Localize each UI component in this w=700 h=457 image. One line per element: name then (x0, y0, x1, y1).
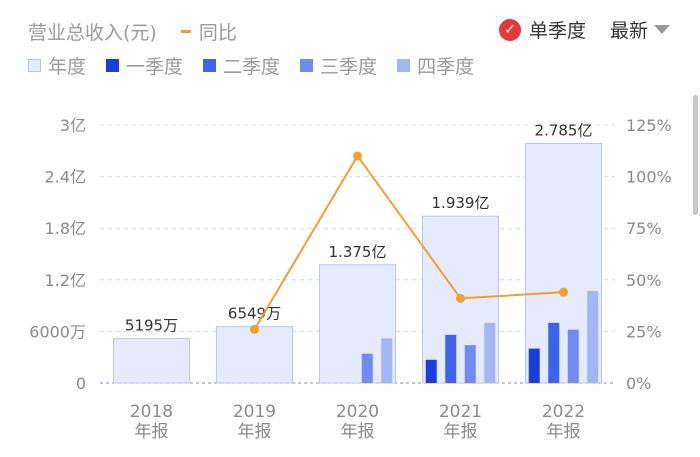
y-right-tick-label: 100% (626, 168, 672, 187)
y-right-tick-label: 25% (626, 322, 662, 341)
yoy-line (253, 154, 564, 330)
quarter-bar (528, 348, 540, 383)
caret-down-icon (654, 25, 670, 34)
annual-bar (216, 326, 293, 384)
y-left-tick-label: 6000万 (29, 322, 86, 341)
quarter-bar (548, 322, 560, 383)
legend-label-q4: 四季度 (417, 56, 475, 78)
latest-dropdown[interactable]: 最新 (610, 16, 670, 43)
legend-item-q2[interactable]: 二季度 (203, 52, 280, 79)
yoy-line-icon (180, 30, 191, 33)
annual-bar-label: 5195万 (125, 316, 178, 334)
x-tick-label: 年报 (547, 422, 581, 442)
series-legend: 年度 一季度 二季度 三季度 四季度 (28, 52, 494, 79)
annual-bar (113, 337, 190, 384)
y-left-tick-label: 3亿 (60, 116, 86, 135)
x-tick-label: 年报 (135, 422, 169, 442)
annual-bar-label: 6549万 (228, 305, 281, 323)
yoy-point (456, 293, 465, 303)
y-right-tick-label: 0% (626, 374, 651, 393)
legend-label-q2: 二季度 (223, 56, 281, 78)
y-left-tick-label: 1.2亿 (45, 271, 86, 290)
annual-bar-label: 1.375亿 (329, 243, 387, 261)
legend-top: 营业总收入(元) 同比 (28, 18, 237, 45)
quarter-bar (361, 353, 373, 383)
x-tick-label: 2018 (130, 402, 173, 422)
latest-label: 最新 (609, 20, 648, 42)
q4-swatch-icon (397, 59, 411, 72)
y-right-tick-label: 125% (626, 116, 672, 135)
y-right-tick-label: 75% (626, 219, 662, 238)
single-quarter-toggle[interactable]: 单季度 (528, 20, 586, 42)
y-right-tick-label: 50% (626, 271, 662, 290)
scrollbar[interactable] (693, 95, 698, 215)
chart-controls: ✓ 单季度 最新 (498, 16, 670, 43)
quarter-bar (381, 338, 393, 383)
q1-swatch-icon (106, 59, 120, 72)
legend-item-annual[interactable]: 年度 (28, 52, 86, 79)
x-tick-label: 2022 (542, 402, 585, 422)
yoy-legend-label: 同比 (198, 22, 237, 44)
yoy-point (250, 324, 259, 334)
legend-item-q1[interactable]: 一季度 (106, 52, 183, 79)
x-tick-label: 2019 (233, 402, 276, 422)
x-tick-label: 年报 (341, 422, 375, 442)
quarter-bar (445, 334, 457, 383)
x-tick-label: 2020 (336, 402, 379, 422)
x-tick-label: 年报 (238, 422, 272, 442)
x-tick-label: 年报 (444, 422, 478, 442)
y-left-tick-label: 0 (76, 374, 86, 393)
quarter-bar (464, 345, 476, 383)
legend-item-q3[interactable]: 三季度 (300, 52, 377, 79)
y-left-tick-label: 1.8亿 (45, 219, 86, 238)
y-left-tick-label: 2.4亿 (45, 168, 86, 187)
x-tick-label: 2021 (439, 402, 482, 422)
q3-swatch-icon (300, 59, 314, 72)
revenue-legend-label: 营业总收入(元) (28, 22, 157, 44)
yoy-point (353, 151, 362, 161)
yoy-point (559, 287, 568, 297)
quarter-bar (484, 322, 496, 383)
legend-label-q3: 三季度 (320, 56, 378, 78)
checkmark-icon[interactable]: ✓ (498, 18, 521, 41)
legend-item-q4[interactable]: 四季度 (397, 52, 474, 79)
quarter-bar (425, 359, 437, 383)
quarter-bar (587, 290, 599, 383)
q2-swatch-icon (203, 59, 217, 72)
annual-bar-label: 1.939亿 (432, 194, 490, 212)
legend-label-annual: 年度 (48, 56, 87, 78)
annual-swatch-icon (28, 59, 41, 72)
quarter-bar (567, 329, 579, 383)
legend-label-q1: 一季度 (126, 56, 184, 78)
annual-bar-label: 2.785亿 (535, 121, 593, 139)
